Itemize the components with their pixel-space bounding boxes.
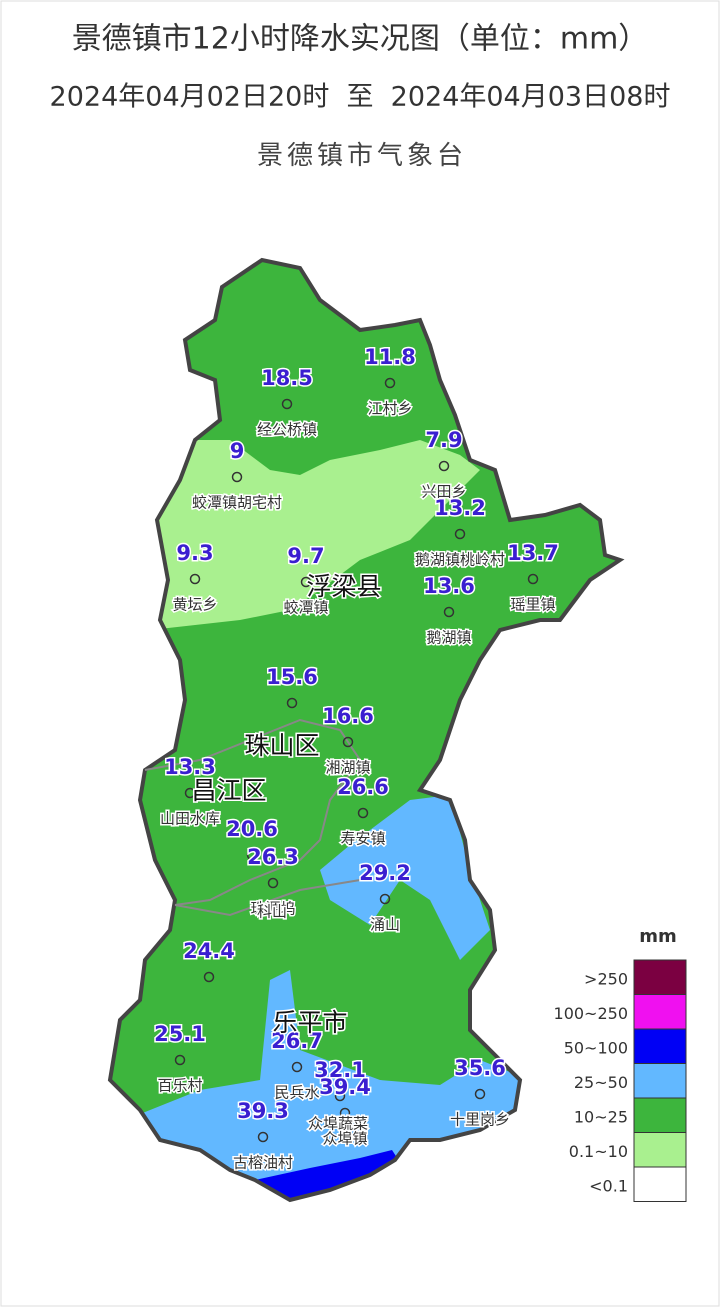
legend-swatch — [633, 1166, 687, 1202]
field-50-100 — [255, 1150, 405, 1200]
station-value: 20.6 — [226, 817, 278, 841]
station-value: 11.8 — [364, 345, 416, 369]
legend-label: >250 — [584, 970, 628, 989]
district-name: 珠山区 — [244, 731, 319, 760]
field-0-10 — [150, 440, 480, 630]
station-value: 13.2 — [434, 496, 486, 520]
field-25-50 — [320, 795, 490, 960]
station-value: 7.9 — [425, 428, 462, 452]
legend-label: 100~250 — [554, 1004, 628, 1023]
station-value: 25.1 — [154, 1022, 206, 1046]
legend-swatch — [633, 1028, 687, 1064]
legend-label: <0.1 — [589, 1177, 628, 1196]
station-value: 16.6 — [322, 704, 374, 728]
station-dot — [384, 377, 396, 389]
station-name: 瑶里镇 — [510, 596, 555, 614]
legend-label: 10~25 — [574, 1108, 628, 1127]
station-name: 古榕油村 — [233, 1154, 293, 1172]
station-name: 百乐村 — [157, 1077, 202, 1095]
station-value: 29.2 — [359, 861, 411, 885]
station-dot — [184, 787, 196, 799]
station-dot — [246, 849, 258, 861]
station-dot — [339, 1107, 351, 1119]
legend-swatch — [633, 994, 687, 1030]
station-dot — [474, 1088, 486, 1100]
station-value: 13.6 — [423, 574, 475, 598]
station-name: 蛟潭镇胡宅村 — [192, 494, 282, 512]
station-value: 26.3 — [247, 845, 299, 869]
title: 景德镇市12小时降水实况图（单位：mm） — [72, 22, 649, 57]
station-value: 32.1 — [314, 1058, 366, 1082]
station-name: 鹅湖镇 — [426, 629, 471, 647]
station-dot — [357, 807, 369, 819]
station-dot — [334, 1090, 346, 1102]
station-name: 鹅湖镇桃岭村 — [415, 551, 505, 569]
legend-swatch — [633, 1097, 687, 1133]
station-name: 民兵水 — [274, 1084, 319, 1102]
station-name: 经公桥镇 — [257, 421, 317, 439]
district-name: 浮梁县 — [306, 572, 381, 601]
station-value: 9 — [230, 439, 245, 463]
station-name: 众埠镇 — [322, 1130, 367, 1148]
station-dot — [189, 573, 201, 585]
station-name: 十里岗乡 — [450, 1111, 510, 1129]
legend-label: 0.1~10 — [569, 1142, 628, 1161]
station-dot — [291, 1061, 303, 1073]
station-value: 15.6 — [266, 665, 318, 689]
station-name: 江村乡 — [367, 400, 412, 418]
district-name: 昌江区 — [191, 776, 266, 805]
station-name: 涌山 — [370, 916, 400, 934]
station-name: 山田水库 — [160, 810, 220, 828]
station-dot — [342, 736, 354, 748]
legend-label: 50~100 — [564, 1039, 628, 1058]
station-dot — [286, 697, 298, 709]
station-name: 黄坛乡 — [172, 596, 217, 614]
district-name: 乐平市 — [272, 1008, 347, 1037]
station-dot — [281, 398, 293, 410]
station-dot — [300, 576, 312, 588]
city-boundary — [107, 257, 625, 1203]
district-boundary — [174, 879, 361, 917]
station-dot — [379, 893, 391, 905]
station-value: 39.3 — [237, 1099, 289, 1123]
station-name: 兴田乡 — [421, 483, 466, 501]
legend-swatch — [633, 1132, 687, 1168]
station-value: 39.4 — [319, 1075, 371, 1099]
district-boundary — [144, 718, 362, 906]
legend-title: mm — [639, 926, 677, 947]
legend-swatch — [633, 1063, 687, 1099]
station-value: 35.6 — [454, 1056, 506, 1080]
station-name: 湘湖镇 — [325, 759, 370, 777]
station-name: 珠源坞 — [250, 900, 295, 918]
station-value: 26.6 — [337, 775, 389, 799]
station-dot — [174, 1054, 186, 1066]
legend-swatch — [633, 959, 687, 995]
issuer: 景德镇市气象台 — [257, 141, 467, 171]
station-value: 26.7 — [271, 1029, 323, 1053]
place-name: 科山 — [257, 903, 287, 921]
station-value: 18.5 — [261, 366, 313, 390]
place-name: 众埠蔬菜 — [308, 1115, 368, 1133]
station-dot — [231, 471, 243, 483]
station-dot — [257, 1131, 269, 1143]
station-value: 24.4 — [183, 939, 235, 963]
station-value: 13.3 — [164, 755, 216, 779]
station-dot — [203, 971, 215, 983]
station-dot — [443, 606, 455, 618]
station-dot — [438, 460, 450, 472]
station-value: 9.3 — [176, 541, 213, 565]
station-dot — [454, 528, 466, 540]
station-name: 寿安镇 — [340, 830, 385, 848]
legend-label: 25~50 — [574, 1073, 628, 1092]
station-dot — [267, 877, 279, 889]
period: 2024年04月02日20时 至 2024年04月03日08时 — [50, 82, 671, 113]
station-value: 9.7 — [287, 544, 324, 568]
station-dot — [527, 573, 539, 585]
station-value: 13.7 — [507, 541, 559, 565]
station-name: 蛟潭镇 — [283, 599, 328, 617]
